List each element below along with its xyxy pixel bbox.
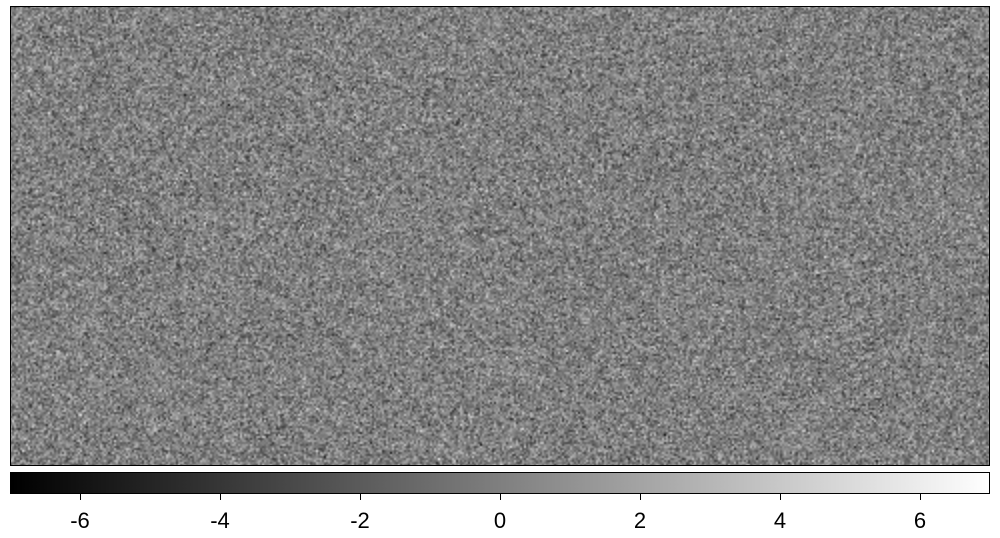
colorbar-tick <box>80 494 81 500</box>
colorbar-tick-label: -2 <box>350 508 370 534</box>
colorbar <box>10 472 990 494</box>
colorbar-tick <box>360 494 361 500</box>
colorbar-tick-label: -4 <box>210 508 230 534</box>
colorbar-tick <box>640 494 641 500</box>
colorbar-tick <box>220 494 221 500</box>
noise-heatmap <box>10 6 990 466</box>
colorbar-tick <box>920 494 921 500</box>
colorbar-tick-label: 2 <box>634 508 646 534</box>
noise-heatmap-canvas <box>10 6 990 466</box>
figure: -6 -4 -2 0 2 4 6 <box>0 0 1000 538</box>
colorbar-tick <box>500 494 501 500</box>
colorbar-gradient <box>10 472 990 494</box>
colorbar-tick-label: 0 <box>494 508 506 534</box>
colorbar-tick-label: 6 <box>914 508 926 534</box>
colorbar-tick-label: 4 <box>774 508 786 534</box>
colorbar-tick <box>780 494 781 500</box>
colorbar-tick-label: -6 <box>70 508 90 534</box>
